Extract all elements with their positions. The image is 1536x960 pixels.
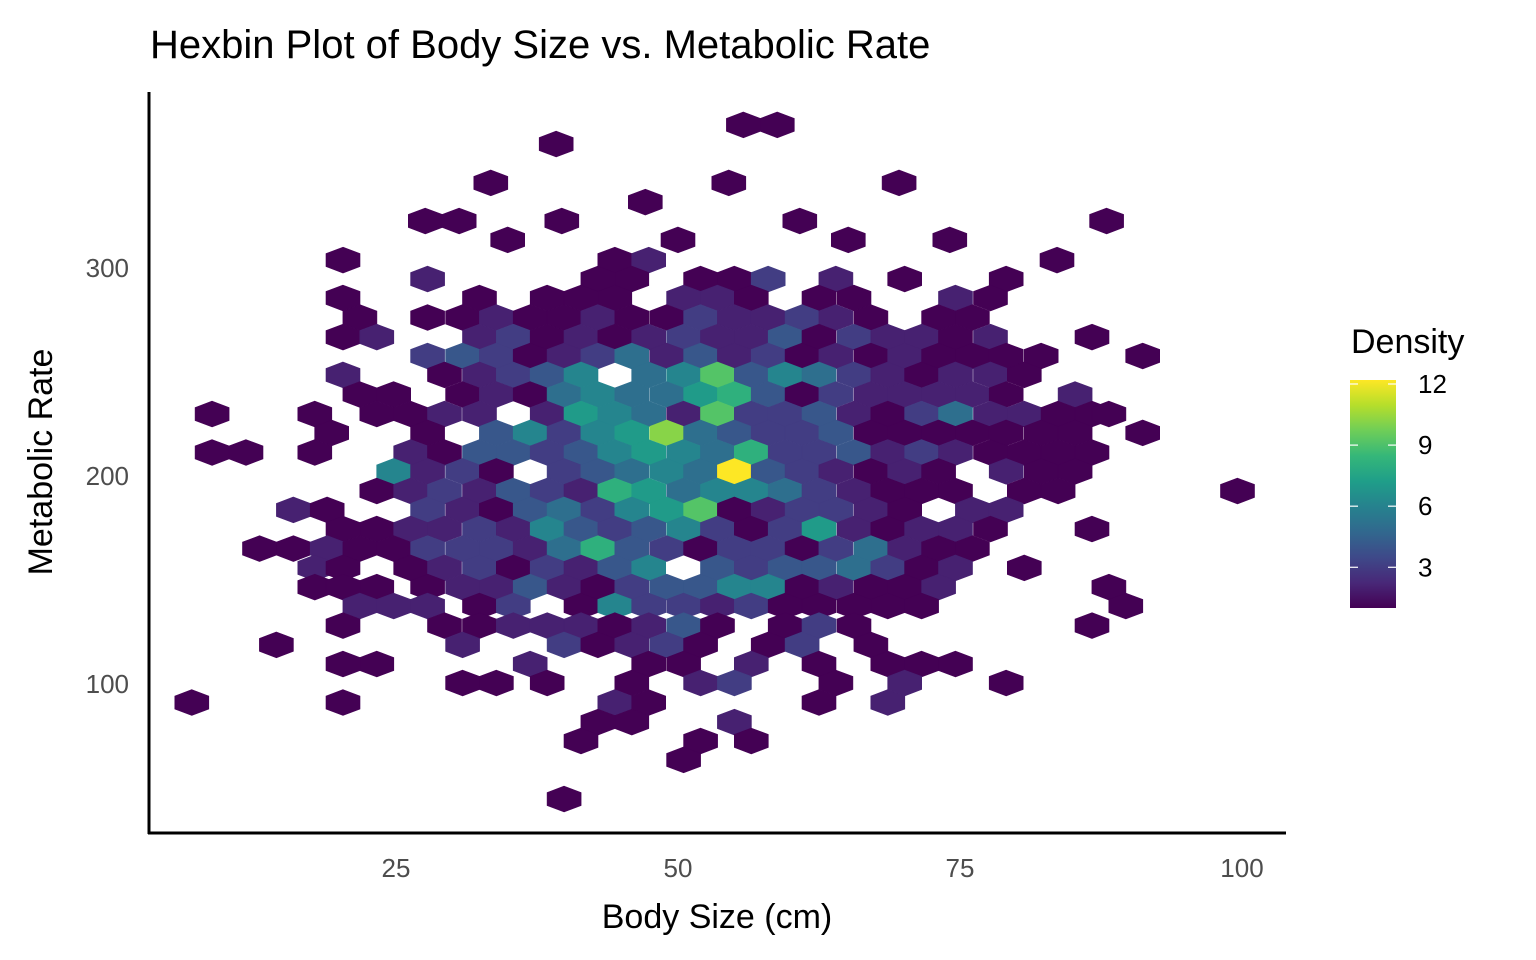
hex-bin bbox=[627, 188, 663, 216]
hex-bin bbox=[325, 689, 361, 716]
legend-tick-label: 3 bbox=[1418, 552, 1432, 582]
hex-bin bbox=[1125, 419, 1160, 447]
hex-bin bbox=[887, 265, 923, 293]
hex-bin bbox=[1006, 361, 1042, 389]
legend-title: Density bbox=[1351, 323, 1464, 361]
hex-layer bbox=[174, 111, 1255, 813]
hex-bin bbox=[228, 439, 264, 466]
x-axis-title: Body Size (cm) bbox=[602, 898, 833, 936]
hex-bin bbox=[711, 169, 747, 197]
hex-bin bbox=[801, 689, 837, 716]
hex-bin bbox=[666, 746, 701, 774]
hex-bin bbox=[242, 535, 277, 562]
hex-bin bbox=[441, 207, 477, 235]
hex-bin bbox=[904, 592, 939, 620]
hex-bin bbox=[297, 439, 333, 466]
hex-bin bbox=[359, 650, 395, 678]
x-tick-label: 25 bbox=[382, 853, 411, 883]
x-tick-label: 100 bbox=[1220, 853, 1263, 883]
hex-bin bbox=[830, 226, 866, 254]
hex-bin bbox=[1091, 400, 1127, 428]
hex-bin bbox=[174, 689, 210, 716]
hex-bin bbox=[1220, 477, 1255, 505]
hex-bin bbox=[881, 169, 917, 197]
legend-tick-label: 12 bbox=[1418, 369, 1447, 399]
hex-bin bbox=[1074, 323, 1110, 351]
hex-bin bbox=[726, 111, 761, 139]
hex-bin bbox=[973, 284, 1008, 312]
hex-bin bbox=[495, 612, 531, 639]
hex-bin bbox=[1039, 246, 1075, 274]
hex-bin bbox=[973, 515, 1008, 543]
hex-bin bbox=[473, 169, 509, 197]
hex-bin bbox=[529, 669, 565, 697]
chart-title: Hexbin Plot of Body Size vs. Metabolic R… bbox=[150, 23, 930, 67]
x-tick-label: 75 bbox=[946, 853, 975, 883]
hex-bin bbox=[490, 226, 526, 254]
hex-bin bbox=[1125, 342, 1160, 370]
hex-bin bbox=[1089, 207, 1124, 235]
legend: Density 3 6 9 12 bbox=[1350, 323, 1464, 608]
hex-bin bbox=[938, 650, 973, 678]
hex-bin bbox=[546, 785, 582, 813]
hex-bin bbox=[479, 669, 514, 697]
hex-bin bbox=[276, 496, 311, 524]
hex-bin bbox=[988, 669, 1024, 697]
legend-tick-label: 6 bbox=[1418, 491, 1432, 521]
hex-bin bbox=[445, 631, 480, 659]
hex-bin bbox=[660, 226, 696, 254]
hex-bin bbox=[563, 727, 599, 755]
hex-bin bbox=[1074, 612, 1110, 639]
hex-bin bbox=[427, 361, 462, 389]
hex-bin bbox=[782, 207, 818, 235]
x-tick-label: 50 bbox=[664, 853, 693, 883]
hex-bin bbox=[733, 727, 769, 755]
hex-bin bbox=[410, 304, 445, 331]
y-tick-label: 100 bbox=[86, 669, 129, 699]
hex-bin bbox=[1006, 554, 1042, 582]
hex-bin bbox=[194, 439, 230, 466]
hex-bin bbox=[988, 458, 1024, 485]
hex-bin bbox=[410, 265, 445, 293]
x-tick-labels: 25 50 75 100 bbox=[382, 853, 1264, 883]
legend-ticks: 3 6 9 12 bbox=[1350, 369, 1447, 582]
hex-bin bbox=[1040, 477, 1076, 505]
hex-bin bbox=[325, 650, 361, 678]
hex-bin bbox=[870, 689, 906, 716]
hex-bin bbox=[932, 226, 968, 254]
hex-bin bbox=[717, 669, 752, 697]
hex-bin bbox=[325, 612, 361, 639]
hex-bin bbox=[1108, 592, 1144, 620]
hex-bin bbox=[194, 400, 230, 428]
hex-bin bbox=[538, 130, 574, 158]
hex-bin bbox=[259, 631, 294, 659]
hex-bin bbox=[407, 207, 443, 235]
y-tick-labels: 100 200 300 bbox=[86, 253, 129, 699]
hex-bin bbox=[359, 323, 395, 351]
hex-bin bbox=[427, 612, 462, 639]
hex-bin bbox=[1074, 515, 1110, 543]
hex-bin bbox=[614, 708, 650, 736]
legend-tick-label: 9 bbox=[1418, 430, 1432, 460]
y-axis-title: Metabolic Rate bbox=[22, 349, 60, 576]
y-tick-label: 300 bbox=[86, 253, 129, 283]
y-tick-label: 200 bbox=[86, 461, 129, 491]
legend-colorbar bbox=[1350, 380, 1396, 608]
hex-bin bbox=[445, 669, 480, 697]
hex-bin bbox=[544, 207, 580, 235]
hex-bin bbox=[759, 111, 795, 139]
hex-bin bbox=[276, 535, 311, 562]
hex-bin bbox=[325, 246, 361, 274]
